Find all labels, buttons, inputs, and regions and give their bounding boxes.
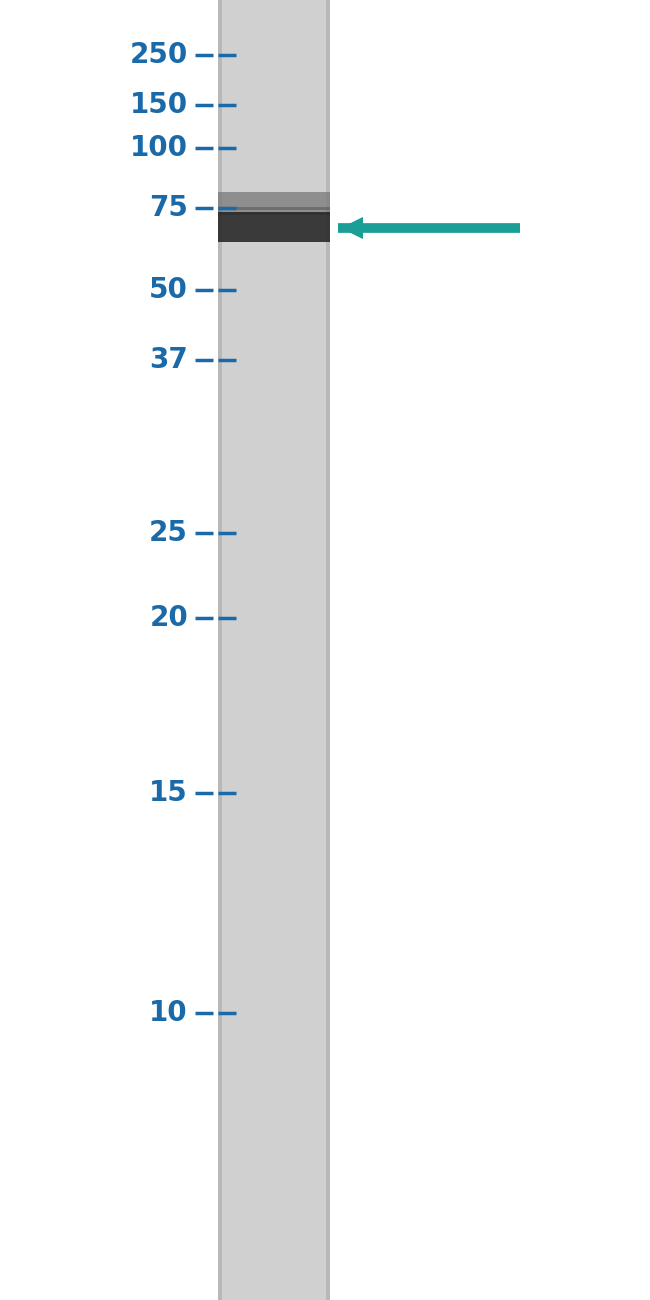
Text: 150: 150 — [130, 91, 188, 120]
Bar — [218, 0, 222, 1300]
Bar — [218, 212, 330, 242]
Text: 50: 50 — [149, 276, 188, 304]
Text: 20: 20 — [150, 604, 188, 632]
Text: 10: 10 — [150, 998, 188, 1027]
Bar — [218, 192, 330, 211]
Bar — [218, 0, 330, 1300]
Text: 37: 37 — [150, 346, 188, 374]
Text: 250: 250 — [130, 42, 188, 69]
Bar — [326, 0, 330, 1300]
Text: 100: 100 — [130, 134, 188, 162]
Text: 15: 15 — [150, 779, 188, 807]
Text: 25: 25 — [149, 519, 188, 547]
Text: 75: 75 — [149, 194, 188, 222]
Bar — [218, 207, 330, 215]
